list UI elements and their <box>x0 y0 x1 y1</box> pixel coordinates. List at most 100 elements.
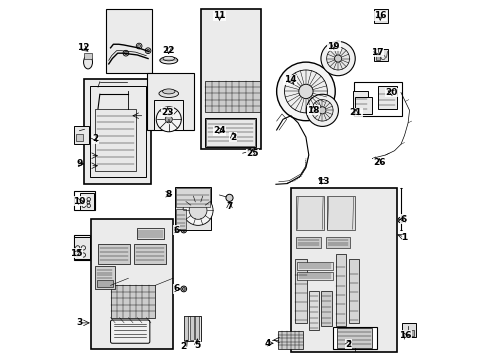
Circle shape <box>181 286 186 292</box>
Bar <box>332 327 376 348</box>
Text: 13: 13 <box>316 177 328 186</box>
Bar <box>74 126 88 144</box>
Circle shape <box>399 219 402 221</box>
Bar <box>80 193 94 210</box>
Bar <box>201 9 260 149</box>
Bar <box>353 82 401 116</box>
Bar <box>195 316 198 340</box>
Circle shape <box>311 100 332 121</box>
Bar <box>74 235 90 260</box>
Bar <box>205 81 259 112</box>
Bar <box>296 237 320 248</box>
Text: 21: 21 <box>349 108 362 117</box>
Circle shape <box>123 50 128 56</box>
Bar <box>325 237 349 248</box>
Bar <box>74 237 90 259</box>
Text: 8: 8 <box>165 190 172 199</box>
Circle shape <box>156 107 181 132</box>
Bar <box>377 86 396 109</box>
Ellipse shape <box>160 57 177 64</box>
Circle shape <box>182 229 185 231</box>
Circle shape <box>374 16 377 19</box>
Bar <box>326 196 354 230</box>
Circle shape <box>165 116 172 123</box>
Text: 14: 14 <box>284 76 296 85</box>
Bar <box>91 219 173 348</box>
Bar <box>106 9 151 73</box>
FancyBboxPatch shape <box>110 320 149 343</box>
Bar <box>336 328 372 348</box>
Bar <box>206 119 254 146</box>
Bar <box>95 266 115 289</box>
Text: 23: 23 <box>161 108 174 117</box>
Ellipse shape <box>159 90 178 98</box>
Bar <box>348 258 358 323</box>
Text: 12: 12 <box>77 43 89 52</box>
Text: 7: 7 <box>226 202 232 211</box>
Text: 26: 26 <box>372 158 385 167</box>
Bar <box>154 100 183 130</box>
Circle shape <box>181 227 186 233</box>
Bar <box>290 188 397 352</box>
Bar <box>321 291 331 327</box>
Bar <box>308 291 318 330</box>
Ellipse shape <box>83 55 92 69</box>
Bar <box>403 330 407 336</box>
Text: 6: 6 <box>400 215 406 224</box>
Circle shape <box>226 129 229 132</box>
Bar <box>176 209 185 229</box>
Circle shape <box>305 94 338 126</box>
Text: 3: 3 <box>76 318 82 327</box>
Text: 15: 15 <box>70 249 82 258</box>
Bar <box>184 316 188 340</box>
Bar <box>373 9 387 23</box>
Circle shape <box>189 202 206 219</box>
Bar <box>297 272 332 280</box>
Text: 2: 2 <box>344 340 350 349</box>
Text: 16: 16 <box>398 331 411 340</box>
Circle shape <box>145 48 151 54</box>
Ellipse shape <box>162 89 175 94</box>
Bar <box>97 280 113 287</box>
Circle shape <box>318 107 325 114</box>
Circle shape <box>182 288 185 291</box>
Bar <box>373 49 387 62</box>
Circle shape <box>183 195 213 225</box>
Circle shape <box>382 16 385 19</box>
Bar <box>353 91 367 113</box>
Text: 6: 6 <box>173 225 180 234</box>
Circle shape <box>146 49 149 52</box>
Text: 24: 24 <box>213 126 225 135</box>
Bar <box>294 258 306 323</box>
Text: 22: 22 <box>162 46 175 55</box>
Text: 2: 2 <box>92 134 98 143</box>
Bar <box>190 316 193 340</box>
Bar <box>83 53 92 59</box>
Circle shape <box>136 43 142 49</box>
Bar <box>134 244 165 264</box>
Bar <box>147 73 194 130</box>
Text: 9: 9 <box>76 159 82 168</box>
Bar <box>90 86 145 177</box>
Bar <box>76 134 83 141</box>
Text: 1: 1 <box>401 233 407 242</box>
Bar <box>402 323 415 337</box>
Bar <box>296 196 324 230</box>
Text: 16: 16 <box>373 11 386 20</box>
Bar <box>74 191 95 210</box>
Circle shape <box>320 41 354 76</box>
Bar <box>137 228 164 239</box>
Text: A: A <box>166 118 170 123</box>
Circle shape <box>138 45 140 48</box>
Circle shape <box>276 62 335 121</box>
Text: 10: 10 <box>73 197 85 206</box>
Text: 18: 18 <box>306 106 319 115</box>
Bar <box>354 97 371 114</box>
Circle shape <box>334 55 341 62</box>
Bar <box>224 127 231 134</box>
Text: 17: 17 <box>370 48 383 57</box>
Bar <box>335 254 345 326</box>
Ellipse shape <box>163 56 174 61</box>
Bar <box>278 332 302 348</box>
Text: 5: 5 <box>194 341 200 350</box>
